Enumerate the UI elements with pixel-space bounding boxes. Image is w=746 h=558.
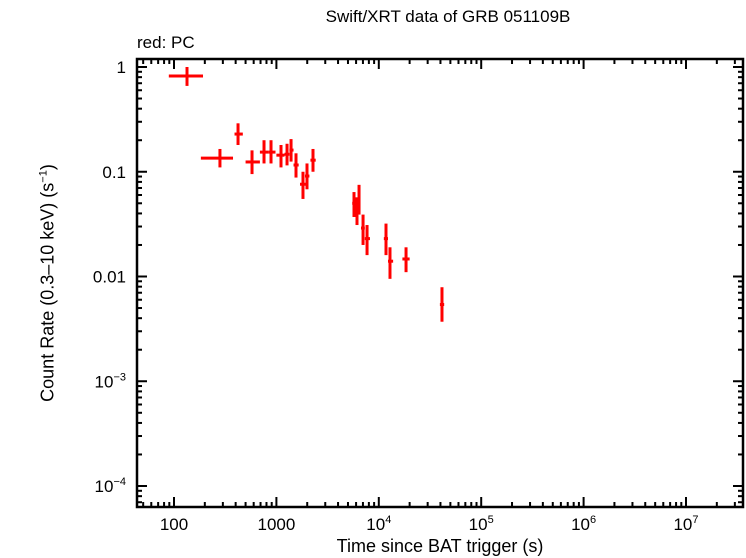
data-point xyxy=(360,214,365,245)
data-point xyxy=(200,148,234,168)
svg-text:100: 100 xyxy=(160,515,188,534)
data-point xyxy=(439,287,445,322)
data-point xyxy=(284,143,290,166)
data-point xyxy=(276,145,285,168)
data-point xyxy=(234,123,243,146)
svg-text:10−4: 10−4 xyxy=(95,476,126,496)
data-point xyxy=(402,247,410,273)
svg-text:105: 105 xyxy=(469,514,494,534)
data-point xyxy=(289,139,294,162)
x-axis-label: Time since BAT trigger (s) xyxy=(336,536,544,556)
data-point xyxy=(352,192,356,217)
data-point xyxy=(168,67,204,86)
svg-text:106: 106 xyxy=(571,514,596,534)
data-point xyxy=(383,223,389,256)
svg-text:1: 1 xyxy=(117,58,126,77)
data-point xyxy=(259,140,269,164)
svg-text:1000: 1000 xyxy=(257,515,295,534)
data-point xyxy=(299,171,307,199)
data-point xyxy=(304,163,310,190)
svg-text:0.01: 0.01 xyxy=(93,268,126,287)
svg-text:10−3: 10−3 xyxy=(95,371,126,391)
data-point xyxy=(357,184,361,215)
data-point xyxy=(388,247,394,279)
svg-text:104: 104 xyxy=(366,514,391,534)
plot-frame xyxy=(135,57,745,509)
svg-text:0.1: 0.1 xyxy=(102,163,126,182)
data-series-pc xyxy=(168,67,445,322)
chart-subtitle: red: PC xyxy=(137,33,195,52)
svg-text:107: 107 xyxy=(673,514,698,534)
axis-ticks xyxy=(137,59,743,507)
data-point xyxy=(245,150,260,175)
data-point xyxy=(364,225,370,256)
data-point xyxy=(293,153,299,178)
chart-title: Swift/XRT data of GRB 051109B xyxy=(325,7,571,26)
axis-tick-labels: 100 1000 104 105 106 107 1 0.1 0.01 10−3 10−4 xyxy=(93,58,699,534)
data-point xyxy=(310,148,316,172)
data-point xyxy=(268,140,276,164)
